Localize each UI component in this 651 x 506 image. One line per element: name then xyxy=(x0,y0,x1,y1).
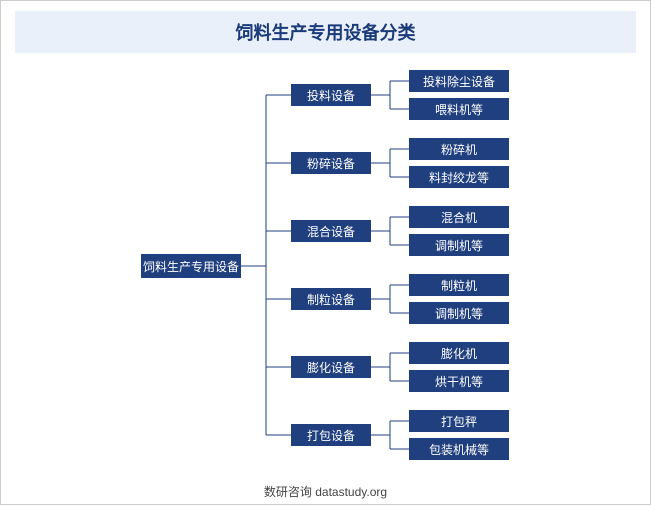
diagram-title: 饲料生产专用设备分类 xyxy=(15,11,636,53)
category-node: 混合设备 xyxy=(291,220,371,242)
footer-attribution: 数研咨询 datastudy.org xyxy=(1,483,650,500)
category-node: 制粒设备 xyxy=(291,288,371,310)
leaf-node: 调制机等 xyxy=(409,234,509,256)
leaf-node: 料封绞龙等 xyxy=(409,166,509,188)
leaf-node: 烘干机等 xyxy=(409,370,509,392)
category-node: 打包设备 xyxy=(291,424,371,446)
diagram-container: 饲料生产专用设备分类 饲料生产专用设备 投料设备 投料除尘设备喂料机等粉碎设备 粉碎机… xyxy=(0,0,651,505)
category-node: 粉碎设备 xyxy=(291,152,371,174)
leaf-node: 制粒机 xyxy=(409,274,509,296)
leaf-node: 粉碎机 xyxy=(409,138,509,160)
category-node: 膨化设备 xyxy=(291,356,371,378)
category-node: 投料设备 xyxy=(291,84,371,106)
leaf-node: 调制机等 xyxy=(409,302,509,324)
leaf-node: 混合机 xyxy=(409,206,509,228)
leaf-node: 打包秤 xyxy=(409,410,509,432)
leaf-node: 包装机械等 xyxy=(409,438,509,460)
leaf-node: 投料除尘设备 xyxy=(409,70,509,92)
leaf-node: 膨化机 xyxy=(409,342,509,364)
root-node: 饲料生产专用设备 xyxy=(141,254,241,278)
leaf-node: 喂料机等 xyxy=(409,98,509,120)
